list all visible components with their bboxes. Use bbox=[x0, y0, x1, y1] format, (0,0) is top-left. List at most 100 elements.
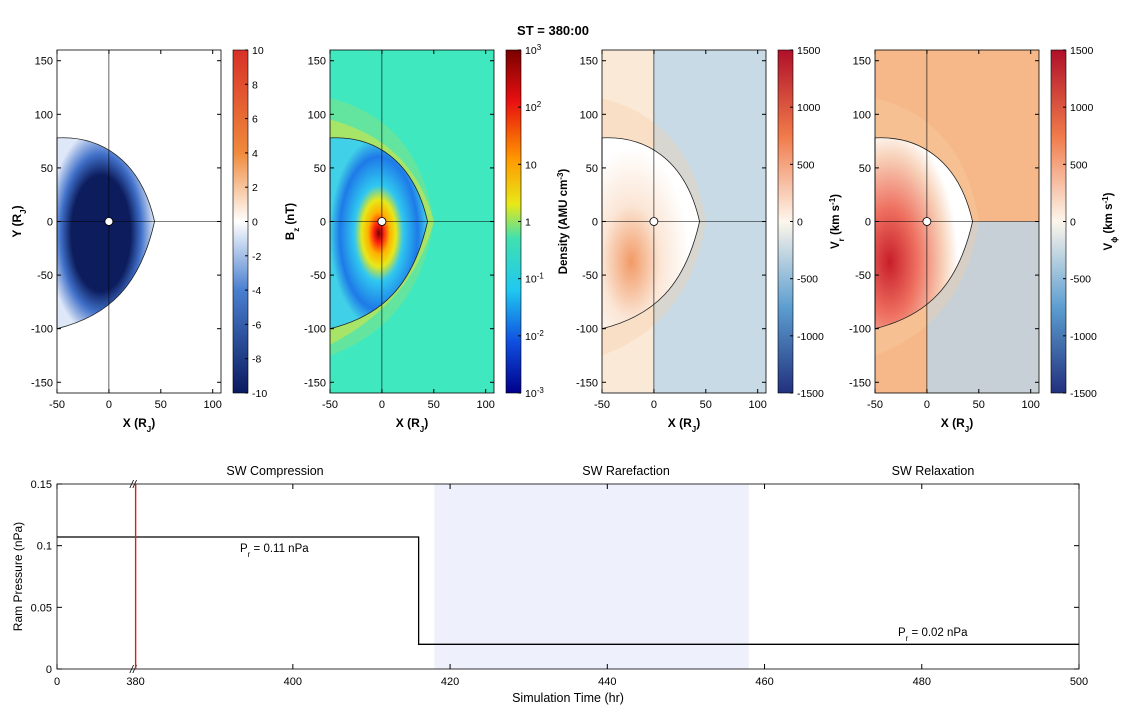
y-tick-label: 50 bbox=[41, 163, 53, 175]
colorbar-tick-label: 0 bbox=[252, 217, 258, 229]
y-tick-label: 0 bbox=[47, 217, 53, 229]
y-tick-label: 0.05 bbox=[31, 602, 52, 614]
colorbar-label: Bz (nT) bbox=[285, 203, 301, 240]
y-tick-label: -100 bbox=[31, 324, 53, 336]
y-axis-label: Ram Pressure (nPa) bbox=[11, 522, 25, 631]
x-tick-label: 420 bbox=[441, 676, 459, 688]
colorbar-label: Vr (km s-1) bbox=[828, 194, 846, 249]
y-tick-label: 150 bbox=[853, 56, 871, 68]
x-tick-label: 50 bbox=[428, 399, 440, 411]
colorbar-tick-label: -1000 bbox=[1070, 331, 1097, 343]
axis-break-top: // bbox=[129, 479, 137, 491]
colorbar-tick-label: 103 bbox=[525, 43, 542, 58]
x-tick-label: 0 bbox=[379, 399, 385, 411]
colorbar-tick-label: 10-1 bbox=[525, 271, 544, 286]
y-tick-label: 50 bbox=[859, 163, 871, 175]
x-axis-label: X (RJ) bbox=[396, 416, 428, 434]
planet-marker bbox=[922, 217, 932, 226]
colorbar-tick-label: -500 bbox=[797, 274, 818, 286]
colorbar-tick-label: -1500 bbox=[1070, 388, 1097, 400]
phase-label: SW Rarefaction bbox=[582, 464, 670, 478]
colorbar-tick-label: 1000 bbox=[1070, 102, 1094, 114]
y-tick-label: -150 bbox=[849, 377, 871, 389]
colorbar-tick-label: 500 bbox=[1070, 159, 1088, 171]
x-tick-label: 380 bbox=[126, 676, 144, 688]
y-tick-label: 0 bbox=[320, 217, 326, 229]
y-tick-label: 150 bbox=[35, 56, 53, 68]
colorbar-tick-label: 1000 bbox=[797, 102, 821, 114]
rarefaction-shading bbox=[434, 484, 749, 669]
colorbar-tick-label: 500 bbox=[797, 159, 815, 171]
colorbar-tick-label: -2 bbox=[252, 251, 261, 263]
colorbar-tick-label: 10 bbox=[525, 159, 537, 171]
colorbar-tick-label: 6 bbox=[252, 114, 258, 126]
y-tick-label: -50 bbox=[582, 270, 598, 282]
x-tick-label: 460 bbox=[755, 676, 773, 688]
y-tick-label: -100 bbox=[304, 324, 326, 336]
x-tick-label: 500 bbox=[1070, 676, 1088, 688]
colorbar-tick-label: -1500 bbox=[797, 388, 824, 400]
y-tick-label: 0 bbox=[865, 217, 871, 229]
phase-label: SW Compression bbox=[226, 464, 323, 478]
colorbar-tick-label: 10-2 bbox=[525, 328, 544, 343]
y-tick-label: -50 bbox=[310, 270, 326, 282]
y-tick-label: 50 bbox=[586, 163, 598, 175]
y-tick-label: -50 bbox=[855, 270, 871, 282]
y-tick-label: 100 bbox=[580, 109, 598, 121]
colorbar-tick-label: 0 bbox=[797, 217, 803, 229]
x-axis-label: X (RJ) bbox=[941, 416, 973, 434]
y-tick-label: -100 bbox=[576, 324, 598, 336]
x-tick-label: 0 bbox=[106, 399, 112, 411]
colorbar-tick-label: 4 bbox=[252, 148, 258, 160]
colorbar-tick-label: 1500 bbox=[797, 45, 821, 57]
x-tick-label: 0 bbox=[651, 399, 657, 411]
y-tick-label: -150 bbox=[304, 377, 326, 389]
phase-label: SW Relaxation bbox=[892, 464, 975, 478]
axis-break-bottom: // bbox=[129, 664, 137, 676]
x-tick-label: -50 bbox=[322, 399, 338, 411]
colorbar-tick-label: 1 bbox=[525, 217, 531, 229]
chart-frame bbox=[56, 483, 1080, 670]
colorbar-tick-label: 2 bbox=[252, 182, 258, 194]
colorbar-tick-label: 10 bbox=[252, 45, 264, 57]
y-tick-label: 50 bbox=[314, 163, 326, 175]
figure-title: ST = 380:00 bbox=[517, 23, 589, 38]
y-tick-label: 0 bbox=[592, 217, 598, 229]
y-tick-label: 0.15 bbox=[31, 479, 52, 491]
y-tick-label: -150 bbox=[31, 377, 53, 389]
planet-marker bbox=[104, 217, 114, 226]
pressure-annotation: Pr = 0.11 nPa bbox=[240, 543, 309, 559]
planet-marker bbox=[377, 217, 387, 226]
colorbar-tick-label: -6 bbox=[252, 319, 261, 331]
y-tick-label: 100 bbox=[308, 109, 326, 121]
x-tick-label: 400 bbox=[284, 676, 302, 688]
x-tick-label: 100 bbox=[1022, 399, 1040, 411]
x-tick-label: 480 bbox=[913, 676, 931, 688]
x-tick-label: -50 bbox=[867, 399, 883, 411]
ram-pressure-chart: 0.15 0.1 0.05 00 380 400 420 440 460 480 500 // // SW… bbox=[11, 464, 1088, 705]
y-tick-label: 100 bbox=[853, 109, 871, 121]
x-tick-label: 50 bbox=[700, 399, 712, 411]
x-axis-label: X (RJ) bbox=[668, 416, 700, 434]
y-tick-label: -100 bbox=[849, 324, 871, 336]
x-axis-label: Simulation Time (hr) bbox=[512, 691, 624, 705]
x-axis-label: X (RJ) bbox=[123, 416, 155, 434]
colorbar-label: Density (AMU cm-3) bbox=[556, 169, 571, 275]
ram-pressure-line bbox=[57, 536, 1079, 645]
colorbar-tick-label: -10 bbox=[252, 388, 267, 400]
y-tick-label: -50 bbox=[37, 270, 53, 282]
colorbar-label: Vϕ (km s-1) bbox=[1101, 192, 1119, 250]
y-axis-label: Y (RJ) bbox=[10, 205, 28, 237]
colorbar-tick-label: -4 bbox=[252, 285, 261, 297]
y-tick-label: -150 bbox=[576, 377, 598, 389]
y-tick-label: 0.1 bbox=[37, 541, 52, 553]
colorbar-tick-label: 102 bbox=[525, 100, 542, 115]
x-tick-label: -50 bbox=[49, 399, 65, 411]
x-tick-label: -50 bbox=[594, 399, 610, 411]
colorbar-tick-label: -500 bbox=[1070, 274, 1091, 286]
x-tick-label: 50 bbox=[155, 399, 167, 411]
